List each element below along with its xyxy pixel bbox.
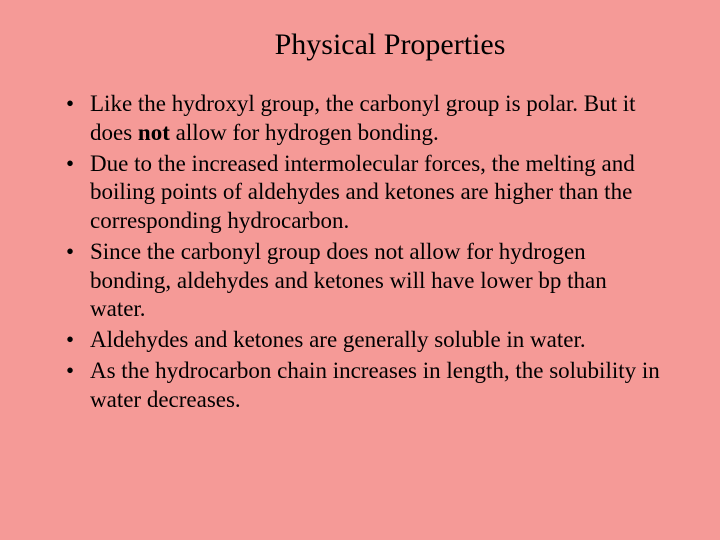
bullet-text-bold: not (138, 120, 170, 145)
list-item: Like the hydroxyl group, the carbonyl gr… (60, 90, 660, 148)
bullet-text-pre: Since the carbonyl group does not allow … (90, 239, 607, 322)
bullet-text-pre: Aldehydes and ketones are generally solu… (90, 327, 586, 352)
slide-container: Physical Properties Like the hydroxyl gr… (0, 0, 720, 540)
bullet-text-pre: Due to the increased intermolecular forc… (90, 151, 635, 234)
list-item: Aldehydes and ketones are generally solu… (60, 326, 660, 355)
slide-title: Physical Properties (120, 28, 660, 62)
bullet-list: Like the hydroxyl group, the carbonyl gr… (60, 90, 660, 414)
bullet-text-post: allow for hydrogen bonding. (170, 120, 439, 145)
bullet-text-pre: As the hydrocarbon chain increases in le… (90, 358, 660, 412)
list-item: As the hydrocarbon chain increases in le… (60, 357, 660, 415)
list-item: Due to the increased intermolecular forc… (60, 150, 660, 236)
list-item: Since the carbonyl group does not allow … (60, 238, 660, 324)
